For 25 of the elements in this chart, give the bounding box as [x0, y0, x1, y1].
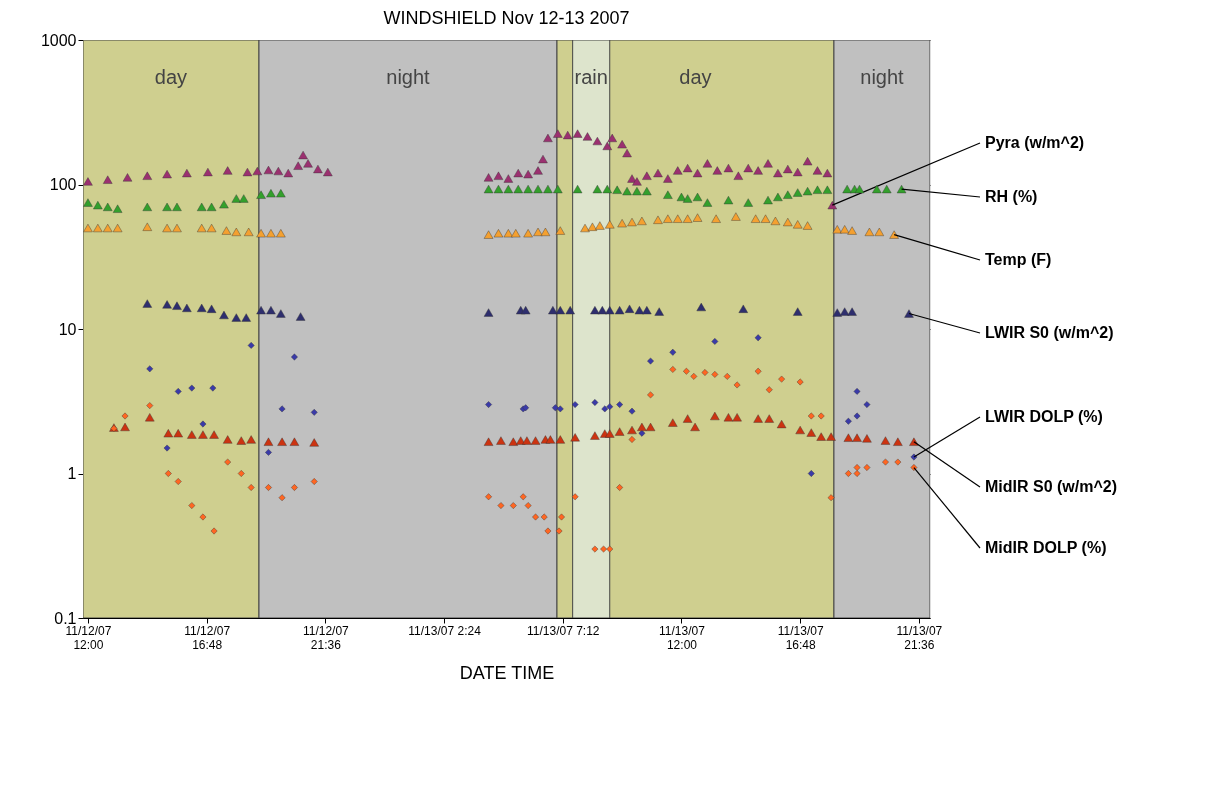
chart-title: WINDSHIELD Nov 12-13 2007	[383, 8, 630, 28]
band-label: night	[860, 66, 905, 88]
x-tick-label: 11/13/07 12:00	[659, 623, 706, 652]
x-tick-label: 11/13/07 21:36	[896, 623, 943, 652]
text: LWIR S0 (w/m^2)	[985, 324, 1114, 341]
x-tick-label: 11/12/07 16:48	[184, 623, 231, 652]
y-tick-label: 10	[58, 320, 77, 338]
text: Pyra (w/m^2)	[985, 134, 1085, 151]
text: RH (%)	[985, 188, 1038, 205]
text: LWIR DOLP (%)	[985, 408, 1103, 425]
y-tick-label: 1	[67, 465, 77, 482]
text: MidIR DOLP (%)	[985, 539, 1107, 556]
y-tick-label: 1000	[40, 31, 77, 49]
text: MidIR S0 (w/m^2)	[985, 478, 1118, 495]
band-label: night	[386, 66, 431, 88]
band-label: day	[679, 66, 712, 88]
x-tick-label: 11/13/07 7:12	[527, 623, 600, 638]
x-tick-label: 11/12/07 21:36	[302, 623, 350, 652]
text: Temp (F)	[985, 251, 1052, 268]
x-axis-title: DATE TIME	[459, 662, 555, 683]
band-label: day	[154, 66, 188, 88]
x-tick-label: 11/13/07 16:48	[777, 623, 824, 652]
band-label: rain	[574, 66, 608, 88]
y-tick-label: 100	[49, 176, 77, 193]
x-tick-label: 11/13/07 2:24	[408, 623, 482, 638]
